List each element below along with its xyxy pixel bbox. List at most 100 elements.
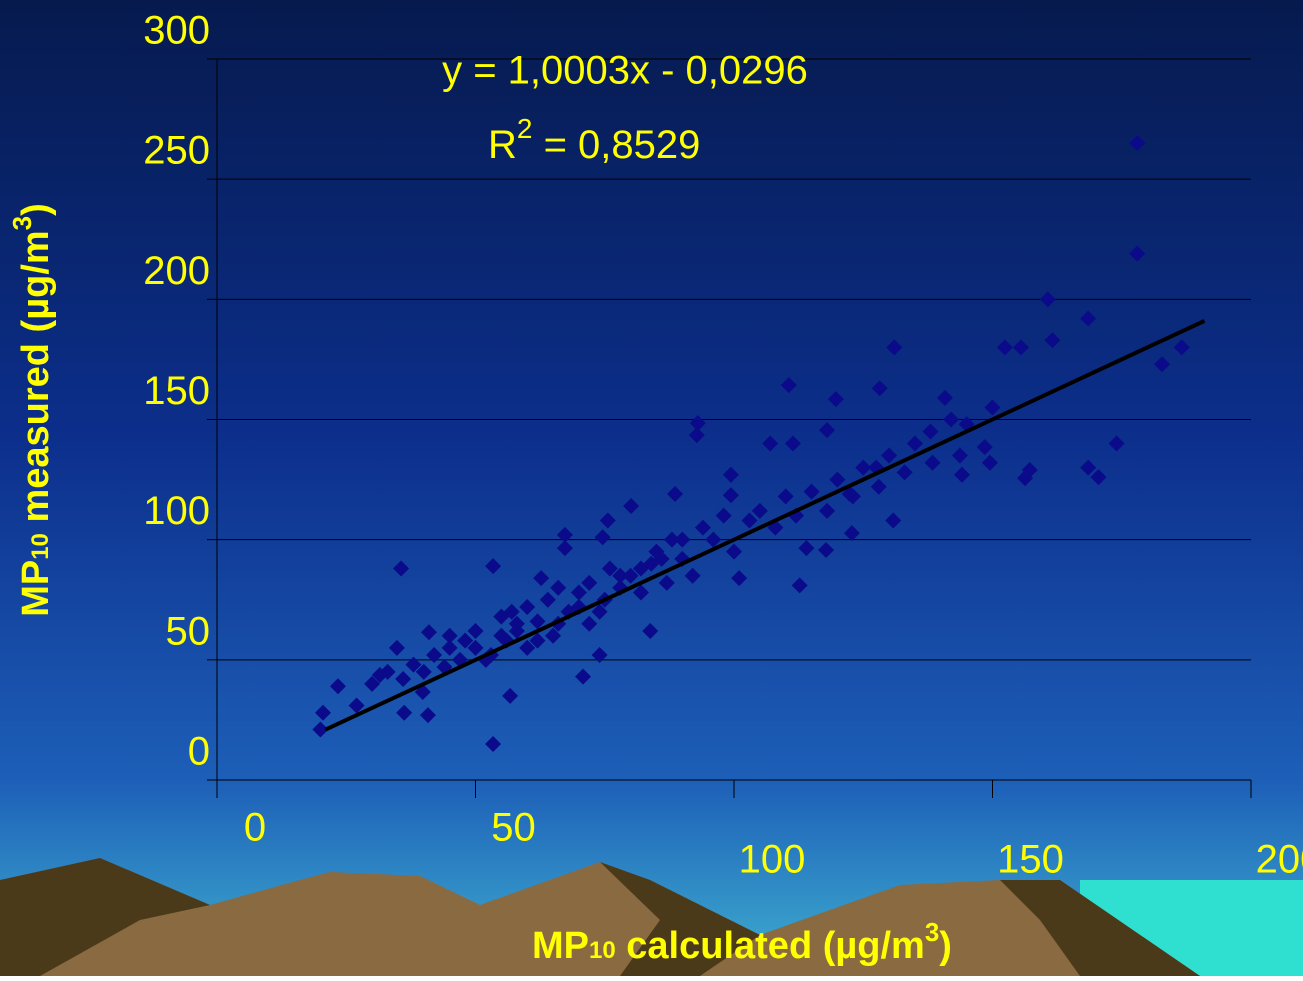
y-tick-label: 100 [143,489,210,533]
data-point [843,525,860,542]
trendline [324,319,1206,732]
data-point [632,560,649,577]
data-point [726,543,742,560]
data-point [705,531,722,548]
data-point [689,415,706,432]
data-point [924,454,941,471]
data-point [1012,339,1029,356]
data-point [312,721,329,738]
data-point [788,507,805,524]
data-point [420,624,437,641]
data-point [612,567,629,584]
data-point [1039,291,1056,308]
data-point [485,735,502,752]
data-point [885,512,902,529]
plot-area: 0 50 100 150 200 250 300 0 50 100 150 200 [143,9,1303,882]
y-label-prefix: MP [15,560,57,617]
data-point [1154,356,1171,373]
data-point [688,427,705,444]
data-point [1090,469,1107,486]
data-point [1080,310,1097,327]
data-point [519,598,536,615]
data-point [329,678,346,695]
data-point [922,423,939,440]
data-point [539,591,556,608]
data-point [591,603,608,620]
y-tick-label: 250 [143,129,210,173]
mountain-shade [1000,880,1200,976]
data-point [722,466,739,483]
data-point [556,526,573,543]
data-point [419,707,436,724]
data-point [951,447,968,464]
y-label-suffix: ) [15,203,57,216]
data-point [623,498,640,515]
data-point [570,584,587,601]
data-point [498,632,515,649]
data-point [533,570,550,587]
x-tick-label: 0 [244,806,266,850]
data-point [493,608,510,625]
y-tick-label: 300 [143,9,210,53]
data-point [529,632,546,649]
data-point [818,542,835,559]
data-point [581,615,598,632]
y-tick-label: 200 [143,249,210,293]
data-point [426,647,443,664]
y-label-main: measured (µg/m [15,230,57,533]
data-point [379,663,396,680]
data-point [415,663,432,680]
data-point [1173,339,1190,356]
data-point [632,584,649,601]
x-label-sup: 3 [925,917,939,947]
data-point [396,704,413,721]
data-point [519,639,536,656]
x-label-prefix: MP [532,925,589,967]
x-axis-label: MP10 calculated (µg/m3) [532,917,952,967]
data-point [803,483,820,500]
data-point [601,560,618,577]
mountain-shade [0,858,210,976]
data-point [976,439,993,456]
data-point [441,627,458,644]
data-point [936,389,953,406]
x-label-suffix: ) [939,925,952,967]
data-point [502,687,519,704]
data-point [827,391,844,408]
data-point [1021,461,1038,478]
data-point [751,502,768,519]
data-point [545,627,562,644]
data-point [844,488,861,505]
data-point [575,668,592,685]
data-point [348,697,365,714]
data-point [784,435,801,452]
y-label-sup: 3 [7,216,37,230]
data-point [819,422,836,439]
mountains [0,858,1200,976]
data-point [674,531,691,548]
data-point [622,567,639,584]
data-point [1080,459,1097,476]
data-point [741,512,758,529]
data-point [599,512,616,529]
data-point [467,639,484,656]
data-point [722,487,739,504]
data-point [762,435,779,452]
data-point [731,570,748,587]
y-label-sub: 10 [27,533,54,560]
data-point [529,613,546,630]
data-point [870,478,887,495]
data-point [943,411,960,428]
data-point [457,632,474,649]
data-point [485,558,502,575]
data-point [441,639,458,656]
data-point [663,531,680,548]
data-point [508,622,525,639]
data-point [886,339,903,356]
data-point [906,435,923,452]
data-point [996,339,1013,356]
data-point [1129,135,1146,152]
data-point [405,656,422,673]
